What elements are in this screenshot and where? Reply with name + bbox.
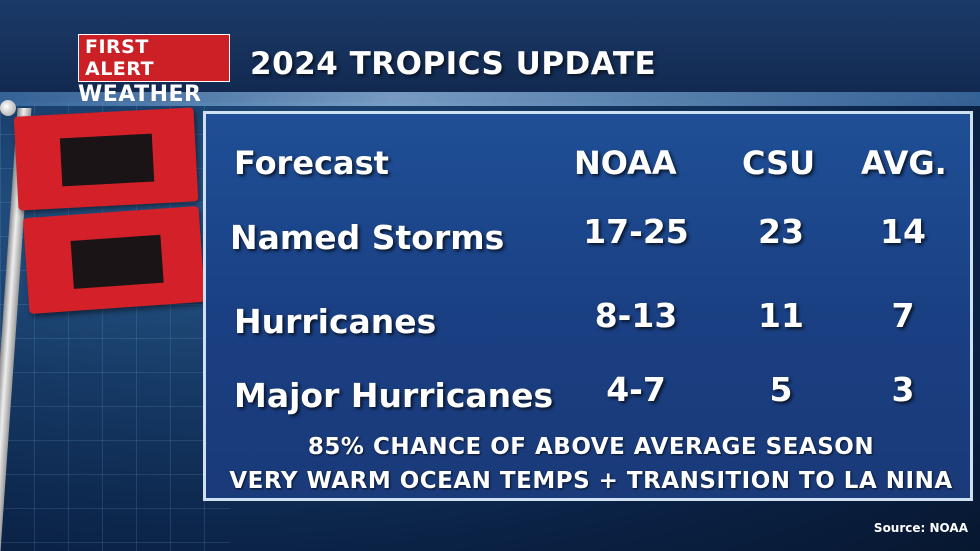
forecast-panel: Forecast NOAA CSU AVG. Named Storms 17-2… <box>203 111 973 501</box>
cell-named-storms-avg: 14 <box>880 212 926 251</box>
row-label-hurricanes: Hurricanes <box>234 302 437 341</box>
hurricane-warning-flag-bottom <box>22 205 206 315</box>
cell-named-storms-noaa: 17-25 <box>583 212 689 251</box>
page-title: 2024 TROPICS UPDATE <box>250 46 657 82</box>
hurricane-warning-flag-top <box>13 107 199 211</box>
row-label-named-storms: Named Storms <box>230 218 505 257</box>
column-header-noaa: NOAA <box>574 144 677 182</box>
source-credit: Source: NOAA <box>873 521 968 535</box>
note-line-1: 85% CHANCE OF ABOVE AVERAGE SEASON <box>307 434 875 460</box>
note-line-2: VERY WARM OCEAN TEMPS + TRANSITION TO LA… <box>229 468 953 494</box>
cell-hurricanes-csu: 11 <box>758 296 804 335</box>
flag-center-square <box>59 133 155 187</box>
cell-hurricanes-avg: 7 <box>891 296 915 335</box>
logo-line2: WEATHER <box>78 82 202 107</box>
column-header-avg: AVG. <box>861 144 947 182</box>
cell-major-hurricanes-noaa: 4-7 <box>606 370 666 409</box>
logo-line1: FIRST ALERT <box>78 34 230 82</box>
cell-named-storms-csu: 23 <box>758 212 804 251</box>
column-header-csu: CSU <box>742 144 816 182</box>
header-strip <box>0 92 980 106</box>
flag-center-square <box>70 234 164 289</box>
cell-major-hurricanes-avg: 3 <box>891 370 915 409</box>
first-alert-weather-logo: FIRST ALERT WEATHER <box>78 34 230 108</box>
flag-pole-cap <box>0 100 16 116</box>
cell-hurricanes-noaa: 8-13 <box>594 296 678 335</box>
row-label-major-hurricanes: Major Hurricanes <box>234 376 554 415</box>
column-header-forecast: Forecast <box>234 144 389 182</box>
cell-major-hurricanes-csu: 5 <box>769 370 793 409</box>
